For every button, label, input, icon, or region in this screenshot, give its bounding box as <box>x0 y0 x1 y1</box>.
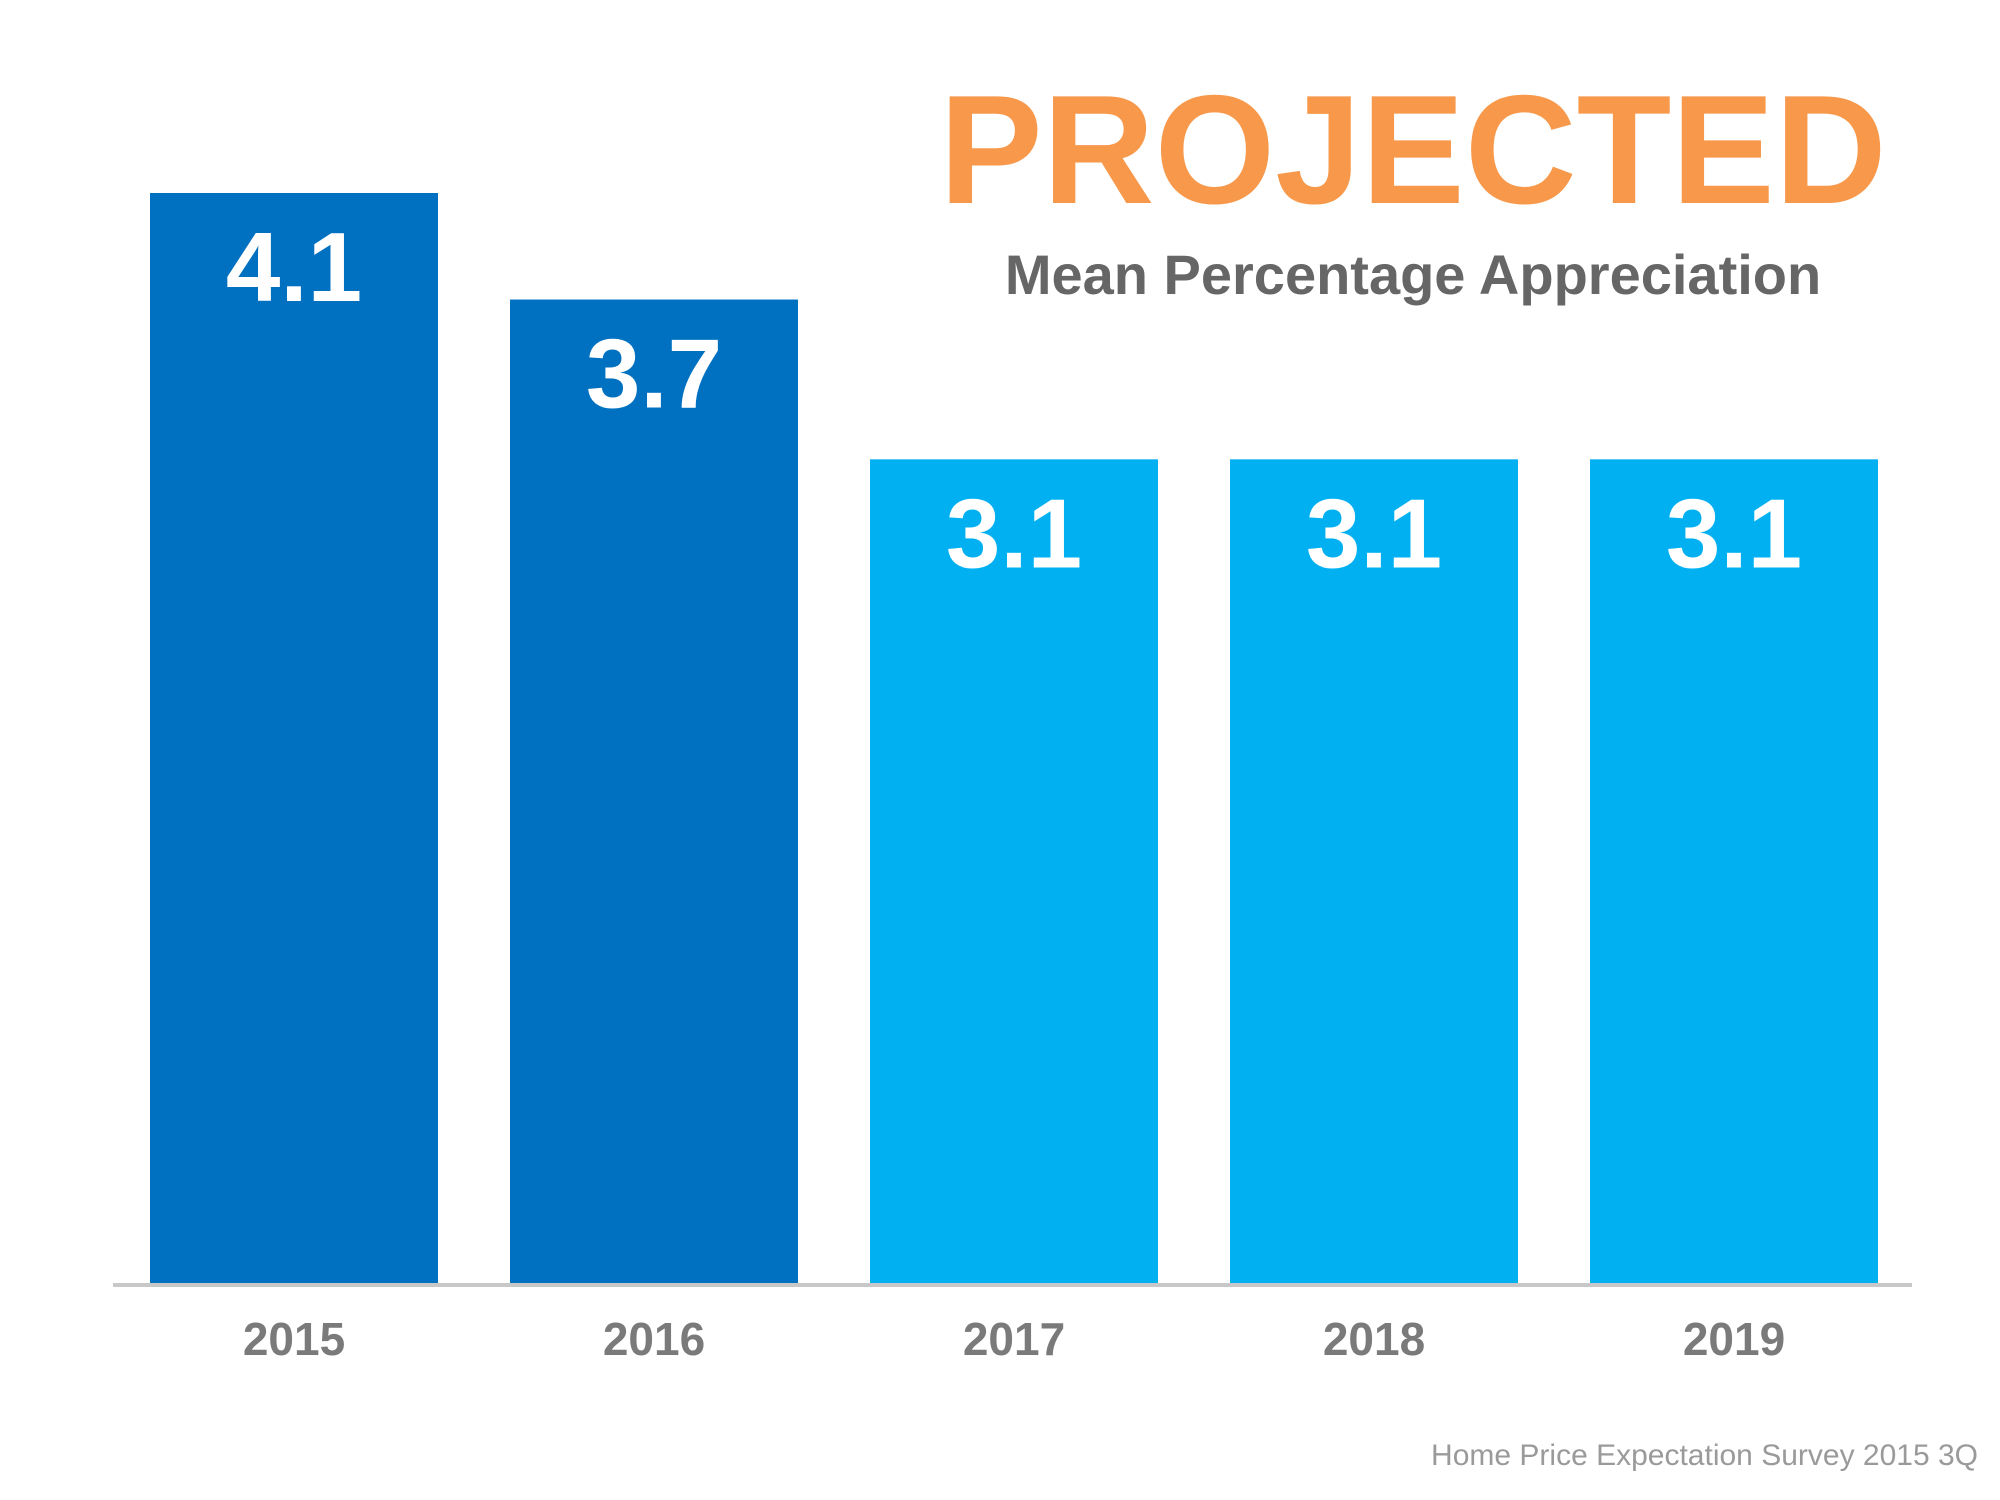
bar-2018 <box>1230 459 1518 1286</box>
value-labels-group: 4.1 3.7 3.1 3.1 3.1 <box>226 212 1802 588</box>
chart-subtitle: Mean Percentage Appreciation <box>1005 243 1821 306</box>
bar-2015 <box>150 193 438 1285</box>
chart-title: PROJECTED <box>939 63 1886 236</box>
bar-value-label-2015: 4.1 <box>226 212 362 322</box>
bar-value-label-2019: 3.1 <box>1666 478 1802 588</box>
x-tick-label-2016: 2016 <box>603 1313 705 1365</box>
x-tick-label-2018: 2018 <box>1323 1313 1425 1365</box>
bar-value-label-2016: 3.7 <box>586 319 722 429</box>
x-tick-label-2019: 2019 <box>1683 1313 1785 1365</box>
bar-2019 <box>1590 459 1878 1286</box>
bars-group <box>150 193 1878 1286</box>
bar-value-label-2017: 3.1 <box>946 478 1082 588</box>
bar-2017 <box>870 459 1158 1286</box>
x-tick-label-2017: 2017 <box>963 1313 1065 1365</box>
bar-value-label-2018: 3.1 <box>1306 478 1442 588</box>
x-tick-label-2015: 2015 <box>243 1313 345 1365</box>
tick-labels-group: 2015 2016 2017 2018 2019 <box>243 1313 1785 1365</box>
source-note: Home Price Expectation Survey 2015 3Q <box>1431 1439 1978 1472</box>
bar-2016 <box>510 299 798 1285</box>
